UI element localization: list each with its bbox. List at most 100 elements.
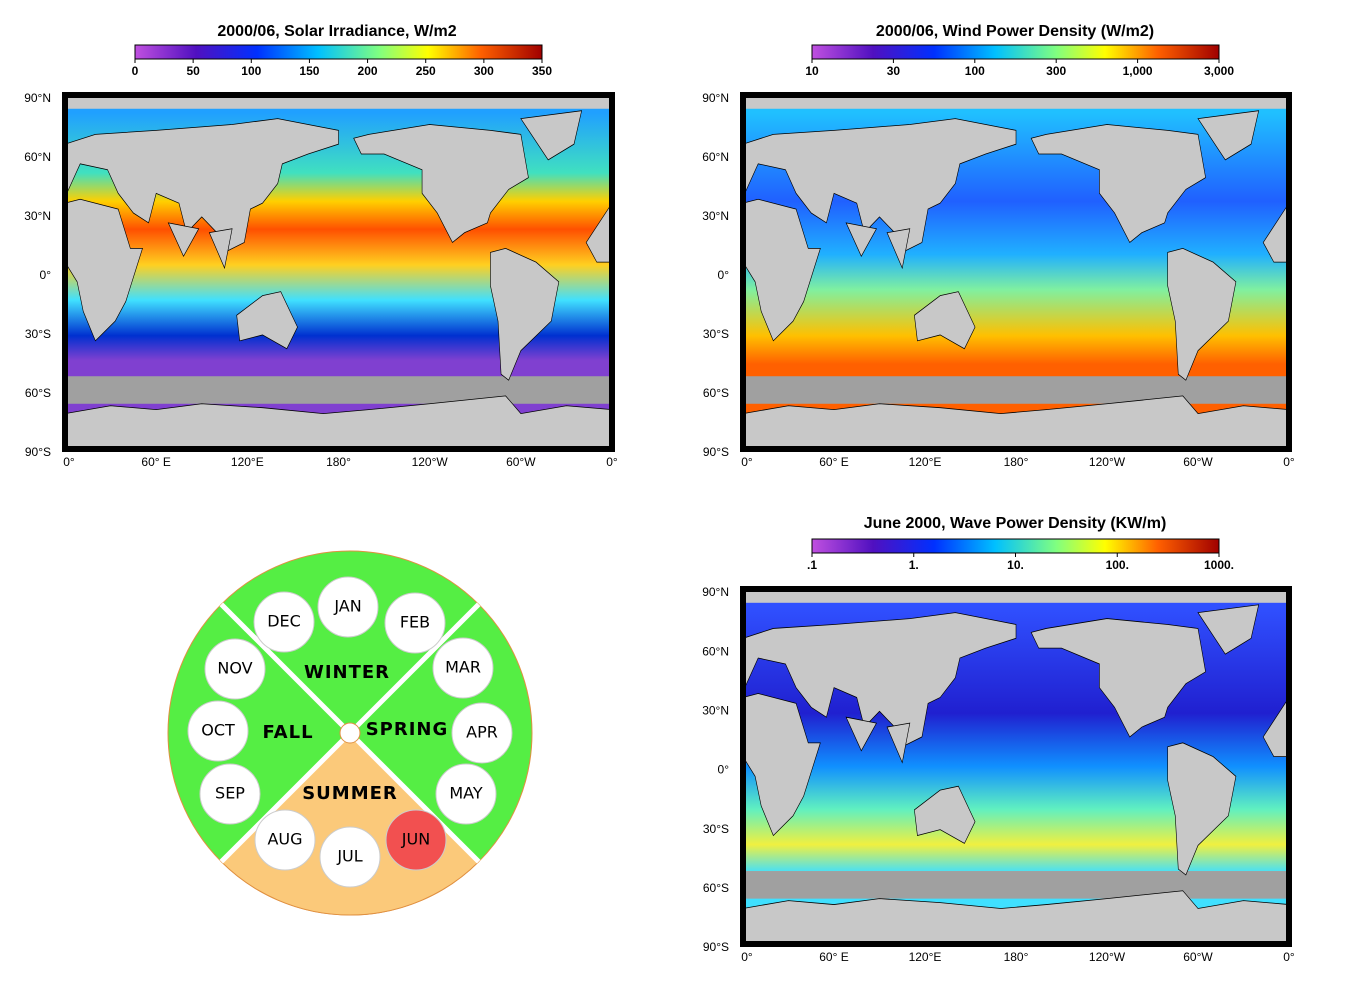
month-button[interactable]: [385, 809, 447, 871]
map-frame: [740, 92, 1292, 452]
season-label: SUMMER: [302, 783, 398, 804]
month-label[interactable]: JAN: [333, 597, 361, 616]
season-label: FALL: [262, 722, 313, 743]
colorbar-label: 50: [186, 64, 200, 78]
colorbar-label: 100: [241, 64, 261, 78]
lat-label: 60°S: [25, 386, 51, 400]
colorbar: [811, 44, 1220, 60]
colorbar-label: 10.: [1007, 558, 1024, 572]
colorbar-label: 300: [1046, 64, 1066, 78]
colorbar-label: 1000.: [1204, 558, 1234, 572]
lon-label: 0°: [1283, 455, 1295, 469]
lat-label: 90°N: [24, 91, 51, 105]
panel-title: 2000/06, Wind Power Density (W/m2): [876, 23, 1154, 40]
panel-title: 2000/06, Solar Irradiance, W/m2: [217, 23, 456, 40]
month-label[interactable]: DEC: [267, 612, 301, 631]
lon-label: 60°W: [506, 455, 536, 469]
colorbar-label: 250: [416, 64, 436, 78]
colorbar: [134, 44, 543, 60]
month-button[interactable]: [384, 592, 446, 654]
lon-label: 0°: [741, 950, 753, 964]
lat-label: 30°N: [24, 209, 51, 223]
colorbar-label: 150: [299, 64, 319, 78]
season-label: WINTER: [304, 662, 390, 683]
lon-label: 0°: [606, 455, 618, 469]
month-label[interactable]: SEP: [215, 784, 245, 803]
lon-label: 60°W: [1183, 455, 1213, 469]
lat-label: 60°N: [24, 150, 51, 164]
lat-label: 90°S: [25, 445, 51, 459]
panel-title: June 2000, Wave Power Density (KW/m): [864, 515, 1167, 532]
lat-label: 90°S: [703, 445, 729, 459]
lon-label: 0°: [741, 455, 753, 469]
month-label[interactable]: FEB: [400, 613, 430, 632]
colorbar-label: 30: [887, 64, 901, 78]
lat-label: 0°: [718, 268, 730, 282]
map-frame: [62, 92, 615, 452]
lat-label: 60°S: [703, 386, 729, 400]
month-button[interactable]: [451, 702, 513, 764]
lon-label: 120°W: [412, 455, 449, 469]
wheel-center: [339, 722, 361, 744]
month-label[interactable]: NOV: [217, 659, 252, 678]
lat-label: 60°N: [702, 644, 729, 658]
lon-label: 180°: [1004, 455, 1029, 469]
lat-label: 90°N: [702, 91, 729, 105]
lat-label: 30°S: [703, 327, 729, 341]
colorbar-label: 1,000: [1123, 64, 1153, 78]
colorbar: [811, 538, 1220, 554]
lat-label: 0°: [718, 763, 730, 777]
lat-label: 30°N: [702, 209, 729, 223]
month-label[interactable]: OCT: [201, 721, 235, 740]
month-button[interactable]: [253, 591, 315, 653]
lon-label: 60°W: [1183, 950, 1213, 964]
lon-label: 120°E: [909, 950, 942, 964]
lat-label: 30°S: [25, 327, 51, 341]
colorbar-label: 200: [358, 64, 378, 78]
colorbar-label: 100: [965, 64, 985, 78]
lon-label: 180°: [326, 455, 351, 469]
month-button[interactable]: [199, 763, 261, 825]
season-wheel: WINTER SPRING SUMMER FALL DEC JAN FEB MAR APR MAY…: [167, 550, 533, 916]
lat-label: 60°N: [702, 150, 729, 164]
month-button[interactable]: [187, 700, 249, 762]
month-label[interactable]: JUL: [336, 847, 362, 866]
lat-label: 90°N: [702, 585, 729, 599]
lon-label: 60° E: [141, 455, 170, 469]
lon-label: 120°E: [231, 455, 264, 469]
lon-label: 120°W: [1089, 950, 1126, 964]
colorbar-label: 0: [132, 64, 139, 78]
month-label[interactable]: AUG: [267, 830, 302, 849]
colorbar-label: 300: [474, 64, 494, 78]
colorbar-label: 350: [532, 64, 552, 78]
month-button[interactable]: [319, 826, 381, 888]
lon-label: 180°: [1004, 950, 1029, 964]
lon-label: 60° E: [819, 455, 848, 469]
month-label[interactable]: JUN: [401, 830, 430, 849]
lat-label: 30°S: [703, 822, 729, 836]
lon-label: 0°: [1283, 950, 1295, 964]
map-frame: [740, 586, 1292, 947]
month-label[interactable]: APR: [466, 723, 498, 742]
lon-label: 120°E: [909, 455, 942, 469]
colorbar-label: 1.: [909, 558, 919, 572]
colorbar-label: 10: [805, 64, 819, 78]
month-label[interactable]: MAY: [449, 784, 483, 803]
lon-label: 60° E: [819, 950, 848, 964]
month-button[interactable]: [254, 809, 316, 871]
month-button[interactable]: [317, 576, 379, 638]
lat-label: 60°S: [703, 881, 729, 895]
season-label: SPRING: [366, 719, 449, 740]
month-label[interactable]: MAR: [445, 658, 481, 677]
lat-label: 90°S: [703, 940, 729, 954]
colorbar-label: 3,000: [1204, 64, 1234, 78]
lon-label: 120°W: [1089, 455, 1126, 469]
month-button[interactable]: [435, 763, 497, 825]
month-button[interactable]: [204, 638, 266, 700]
colorbar-label: .1: [807, 558, 817, 572]
colorbar-label: 100.: [1106, 558, 1129, 572]
month-button[interactable]: [432, 637, 494, 699]
lat-label: 30°N: [702, 704, 729, 718]
lon-label: 0°: [63, 455, 75, 469]
